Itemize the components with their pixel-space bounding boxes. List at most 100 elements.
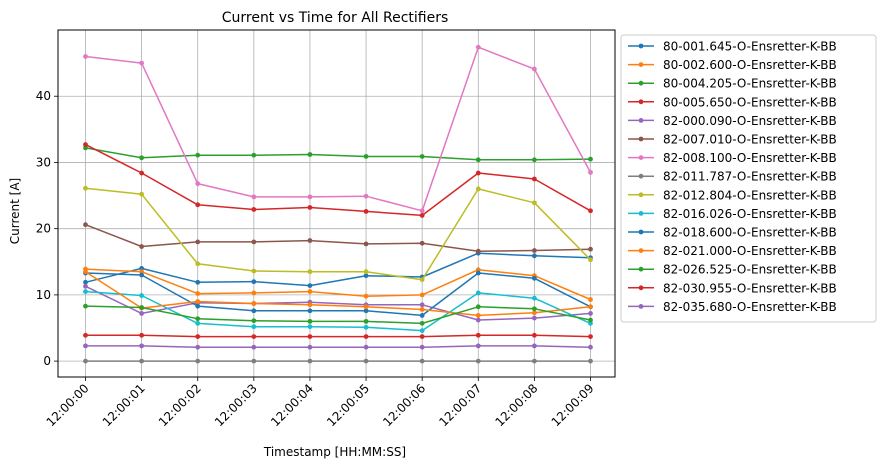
data-point [419, 292, 425, 298]
y-tick-label: 10 [36, 288, 51, 302]
data-point [83, 222, 88, 228]
series-group [83, 269, 593, 318]
data-point [363, 269, 369, 275]
data-point [475, 343, 481, 349]
data-point [307, 324, 313, 330]
legend-label: 80-005.650-O-Ensretter-K-BB [663, 95, 837, 109]
data-point [83, 185, 88, 191]
data-point [139, 265, 145, 271]
data-point [588, 257, 593, 263]
data-point [531, 200, 537, 206]
data-point [139, 60, 145, 66]
legend-swatch-marker [638, 43, 644, 49]
series-line [85, 268, 591, 301]
legend-label: 82-026.525-O-Ensretter-K-BB [663, 263, 837, 277]
legend-label: 80-004.205-O-Ensretter-K-BB [663, 77, 837, 91]
data-point [251, 318, 257, 324]
data-point [83, 343, 88, 349]
data-point [251, 152, 257, 158]
legend: 80-001.645-O-Ensretter-K-BB 80-002.600-O-… [620, 34, 877, 323]
data-point [363, 293, 369, 299]
series-line [85, 334, 591, 338]
series-line [85, 147, 591, 161]
series-line [85, 271, 591, 317]
legend-swatch-marker [638, 80, 644, 86]
legend-label: 80-001.645-O-Ensretter-K-BB [663, 40, 837, 54]
series-line [85, 305, 591, 325]
series-line [85, 143, 591, 217]
data-point [588, 169, 593, 175]
data-point [588, 344, 593, 350]
data-point [419, 344, 425, 350]
x-tick-label: 12:00:03 [212, 381, 260, 429]
data-point [251, 268, 257, 274]
y-tick-label: 20 [36, 222, 51, 236]
data-point [531, 310, 537, 316]
data-point [195, 303, 201, 309]
x-tick-label: 12:00:09 [549, 381, 597, 429]
legend-swatch-marker [638, 211, 644, 216]
data-point [83, 358, 88, 364]
data-point [307, 308, 313, 314]
data-point [195, 358, 201, 364]
data-point [307, 318, 313, 324]
series-group [83, 289, 593, 334]
data-point [588, 156, 593, 162]
y-tick-label: 0 [43, 354, 51, 368]
series-group [83, 332, 593, 340]
data-point [139, 155, 145, 161]
data-point [588, 297, 593, 302]
data-point [419, 240, 425, 246]
x-axis: 12:00:00 12:00:01 12:00:02 12:00:03 12:00:04… [44, 377, 597, 429]
data-point [307, 334, 313, 340]
data-point [83, 142, 88, 147]
data-point [251, 279, 257, 285]
data-point [363, 209, 369, 214]
data-point [139, 311, 145, 316]
data-point [139, 332, 145, 338]
series-line [85, 345, 591, 348]
data-point [475, 267, 481, 273]
data-point [419, 307, 425, 312]
data-point [531, 358, 537, 364]
data-point [419, 154, 425, 159]
data-point [588, 311, 593, 316]
series-group [83, 185, 593, 283]
series-group [83, 283, 593, 323]
data-point [251, 308, 257, 314]
data-point [251, 324, 257, 330]
legend-swatch-marker [638, 173, 644, 179]
data-point [588, 246, 593, 252]
data-point [588, 358, 593, 364]
data-point [588, 334, 593, 340]
data-point [307, 238, 313, 243]
legend-label: 82-021.000-O-Ensretter-K-BB [663, 244, 837, 258]
data-point [195, 344, 201, 350]
x-tick-label: 12:00:01 [100, 381, 148, 429]
data-point [251, 239, 257, 245]
series-layer [83, 44, 593, 364]
series-group [83, 358, 593, 364]
data-point [195, 334, 201, 340]
legend-swatch-marker [638, 118, 644, 123]
legend-label: 82-011.787-O-Ensretter-K-BB [663, 170, 837, 184]
data-point [139, 358, 145, 364]
data-point [419, 213, 425, 218]
x-tick-label: 12:00:04 [268, 381, 316, 429]
data-point [363, 154, 369, 159]
data-point [419, 208, 425, 214]
data-point [475, 332, 481, 338]
data-point [531, 275, 537, 281]
data-point [475, 44, 481, 50]
data-point [475, 304, 481, 310]
legend-label: 80-002.600-O-Ensretter-K-BB [663, 58, 837, 72]
data-point [531, 332, 537, 338]
data-point [419, 277, 425, 283]
data-point [139, 191, 145, 197]
series-line [85, 285, 591, 321]
data-point [531, 253, 537, 259]
legend-label: 82-030.955-O-Ensretter-K-BB [663, 281, 837, 295]
data-point [195, 181, 201, 187]
series-line [85, 46, 592, 212]
